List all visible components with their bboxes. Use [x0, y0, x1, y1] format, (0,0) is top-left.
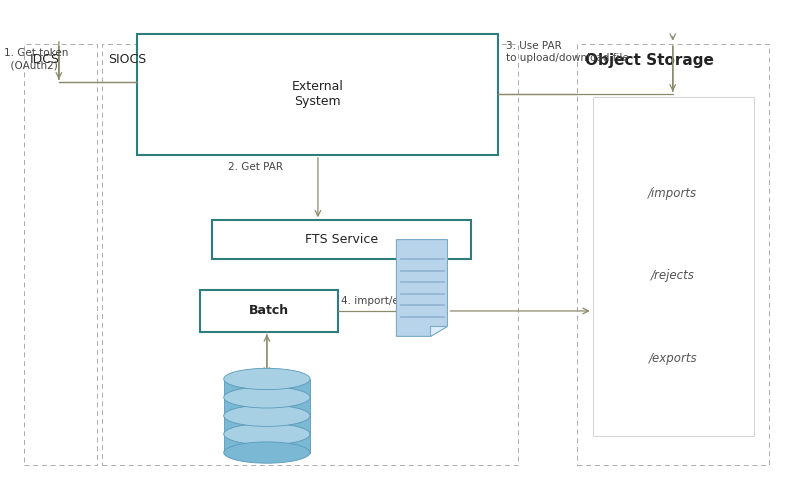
Ellipse shape	[224, 368, 310, 390]
Text: External
System: External System	[292, 80, 344, 108]
Text: Object Storage: Object Storage	[585, 53, 714, 68]
Bar	[224, 434, 310, 453]
Text: 1. Get token
  (OAuth2): 1. Get token (OAuth2)	[4, 48, 68, 70]
Text: FTS Service: FTS Service	[305, 233, 378, 246]
Text: 2. Get PAR: 2. Get PAR	[228, 162, 283, 172]
Ellipse shape	[224, 424, 310, 445]
FancyBboxPatch shape	[212, 220, 471, 259]
Bar	[224, 379, 310, 397]
Ellipse shape	[224, 442, 310, 463]
Polygon shape	[396, 240, 447, 336]
Text: /exports: /exports	[648, 352, 697, 364]
Text: /rejects: /rejects	[651, 270, 695, 282]
Text: 3. Use PAR
to upload/download file: 3. Use PAR to upload/download file	[506, 41, 629, 63]
FancyBboxPatch shape	[200, 290, 338, 332]
Text: IDCS: IDCS	[30, 53, 60, 66]
Ellipse shape	[224, 405, 310, 426]
Text: Batch: Batch	[249, 304, 289, 318]
Ellipse shape	[224, 387, 310, 408]
Text: /imports: /imports	[648, 187, 697, 200]
FancyBboxPatch shape	[593, 97, 754, 436]
Text: 4. import/export: 4. import/export	[341, 296, 427, 306]
Text: SIOCS: SIOCS	[108, 53, 147, 66]
Bar	[224, 416, 310, 434]
FancyBboxPatch shape	[137, 34, 498, 155]
Bar	[224, 397, 310, 416]
Polygon shape	[430, 326, 447, 336]
